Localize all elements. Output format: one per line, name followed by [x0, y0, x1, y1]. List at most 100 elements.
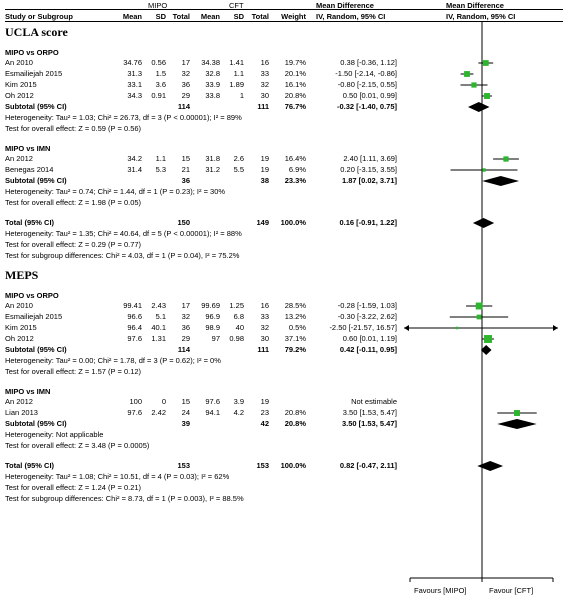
- overall-effect-text: Test for overall effect: Z = 1.98 (P = 0…: [5, 198, 142, 207]
- weight-cell: 20.8%: [284, 408, 306, 417]
- subtotal-total1: 114: [177, 102, 190, 111]
- mean1-cell: 34.76: [123, 58, 142, 67]
- subtotal-total1: 39: [181, 419, 190, 428]
- subgroup-title: MIPO vs ORPO: [5, 48, 59, 57]
- summary-diamond: [497, 419, 537, 429]
- sd2-cell: 4.2: [233, 408, 244, 417]
- total2-cell: 16: [260, 301, 269, 310]
- total1-cell: 21: [181, 165, 190, 174]
- total-heterogeneity-text: Heterogeneity: Tau² = 1.35; Chi² = 40.64…: [5, 229, 242, 238]
- total2-cell: 32: [260, 323, 269, 332]
- sd1-cell: 0: [161, 397, 166, 406]
- study-square: [475, 302, 483, 310]
- subtotal-weight: 79.2%: [284, 345, 306, 354]
- mean1-cell: 100: [129, 397, 142, 406]
- total-total2: 153: [256, 461, 269, 470]
- mean2-cell: 96.9: [205, 312, 220, 321]
- heterogeneity-text: Heterogeneity: Not applicable: [5, 430, 104, 439]
- weight-cell: 19.7%: [284, 58, 306, 67]
- sd2-cell: 0.98: [229, 334, 244, 343]
- ci-cell: 0.60 [0.01, 1.19]: [342, 334, 397, 343]
- mean2-cell: 33.9: [205, 80, 220, 89]
- total1-cell: 24: [181, 408, 190, 417]
- study-name: Esmailiejah 2015: [5, 312, 63, 321]
- sd2-cell: 1.1: [233, 69, 244, 78]
- study-square: [514, 410, 520, 416]
- total2-cell: 19: [260, 165, 269, 174]
- mean2-cell: 97: [211, 334, 220, 343]
- total2-cell: 19: [260, 397, 269, 406]
- favours-left-label: Favours [MIPO]: [414, 586, 467, 595]
- total-weight: 100.0%: [280, 461, 306, 470]
- total-overall-text: Test for overall effect: Z = 1.24 (P = 0…: [5, 483, 142, 492]
- header-bottom-rule: [5, 21, 563, 22]
- subtotal-total2: 111: [257, 102, 269, 111]
- ci-cell: 0.38 [-0.36, 1.12]: [340, 58, 397, 67]
- study-name: An 2012: [5, 154, 33, 163]
- mean2-cell: 31.8: [205, 154, 220, 163]
- mean2-cell: 97.6: [205, 397, 220, 406]
- heterogeneity-text: Heterogeneity: Tau² = 0.00; Chi² = 1.78,…: [5, 356, 221, 365]
- sd2-cell: 6.8: [233, 312, 244, 321]
- ci-cell: -2.50 [-21.57, 16.57]: [329, 323, 397, 332]
- total1-cell: 29: [181, 334, 190, 343]
- header-group2: CFT: [229, 1, 244, 10]
- study-name: Oh 2012: [5, 334, 34, 343]
- sd2-cell: 1.25: [229, 301, 244, 310]
- subtotal-ci: 1.87 [0.02, 3.71]: [341, 176, 397, 185]
- total2-cell: 32: [260, 80, 269, 89]
- ci-cell: 2.40 [1.11, 3.69]: [343, 154, 397, 163]
- col-total2: Total: [251, 12, 269, 21]
- total1-cell: 29: [181, 91, 190, 100]
- mean2-cell: 99.69: [201, 301, 220, 310]
- total2-cell: 16: [260, 58, 269, 67]
- study-name: Benegas 2014: [5, 165, 54, 174]
- total2-cell: 23: [260, 408, 269, 417]
- mean1-cell: 34.2: [127, 154, 142, 163]
- weight-cell: 0.5%: [288, 323, 306, 332]
- total2-cell: 33: [260, 312, 269, 321]
- sd1-cell: 5.1: [155, 312, 166, 321]
- mean2-cell: 34.38: [201, 58, 220, 67]
- study-name: Kim 2015: [5, 323, 37, 332]
- overall-effect-text: Test for overall effect: Z = 0.59 (P = 0…: [5, 124, 142, 133]
- mean2-cell: 32.8: [205, 69, 220, 78]
- total-total1: 150: [177, 218, 190, 227]
- study-name: Oh 2012: [5, 91, 34, 100]
- subtotal-label: Subtotal (95% CI): [5, 102, 67, 111]
- header-mid-rule: [5, 9, 563, 10]
- study-square: [484, 93, 490, 99]
- study-square: [482, 168, 486, 172]
- total2-cell: 30: [260, 91, 269, 100]
- ci-cell: -0.80 [-2.15, 0.55]: [337, 80, 397, 89]
- total1-cell: 15: [181, 397, 190, 406]
- study-name: Lian 2013: [5, 408, 38, 417]
- subtotal-ci: -0.32 [-1.40, 0.75]: [336, 102, 397, 111]
- sd1-cell: 5.3: [155, 165, 166, 174]
- subgroup-title: MIPO vs ORPO: [5, 291, 59, 300]
- weight-cell: 37.1%: [284, 334, 306, 343]
- sd2-cell: 5.5: [233, 165, 244, 174]
- total1-cell: 32: [181, 69, 190, 78]
- total1-cell: 32: [181, 312, 190, 321]
- study-name: An 2012: [5, 397, 33, 406]
- study-square: [482, 60, 489, 66]
- study-square: [503, 156, 509, 162]
- summary-diamond: [468, 102, 490, 112]
- study-square: [455, 326, 459, 330]
- overall-effect-text: Test for overall effect: Z = 1.57 (P = 0…: [5, 367, 142, 376]
- sd1-cell: 2.43: [151, 301, 166, 310]
- subtotal-total2: 111: [257, 345, 269, 354]
- col-sd2: SD: [233, 12, 244, 21]
- weight-cell: 13.2%: [284, 312, 306, 321]
- mean1-cell: 31.4: [127, 165, 142, 174]
- total-label: Total (95% CI): [5, 461, 55, 470]
- col-method: IV, Random, 95% CI: [316, 12, 386, 21]
- ci-cell: 3.50 [1.53, 5.47]: [342, 408, 397, 417]
- weight-cell: 6.9%: [288, 165, 306, 174]
- sd1-cell: 3.6: [155, 80, 166, 89]
- weight-cell: 16.1%: [284, 80, 306, 89]
- ci-cell: 0.50 [0.01, 0.99]: [342, 91, 397, 100]
- study-square: [484, 335, 492, 343]
